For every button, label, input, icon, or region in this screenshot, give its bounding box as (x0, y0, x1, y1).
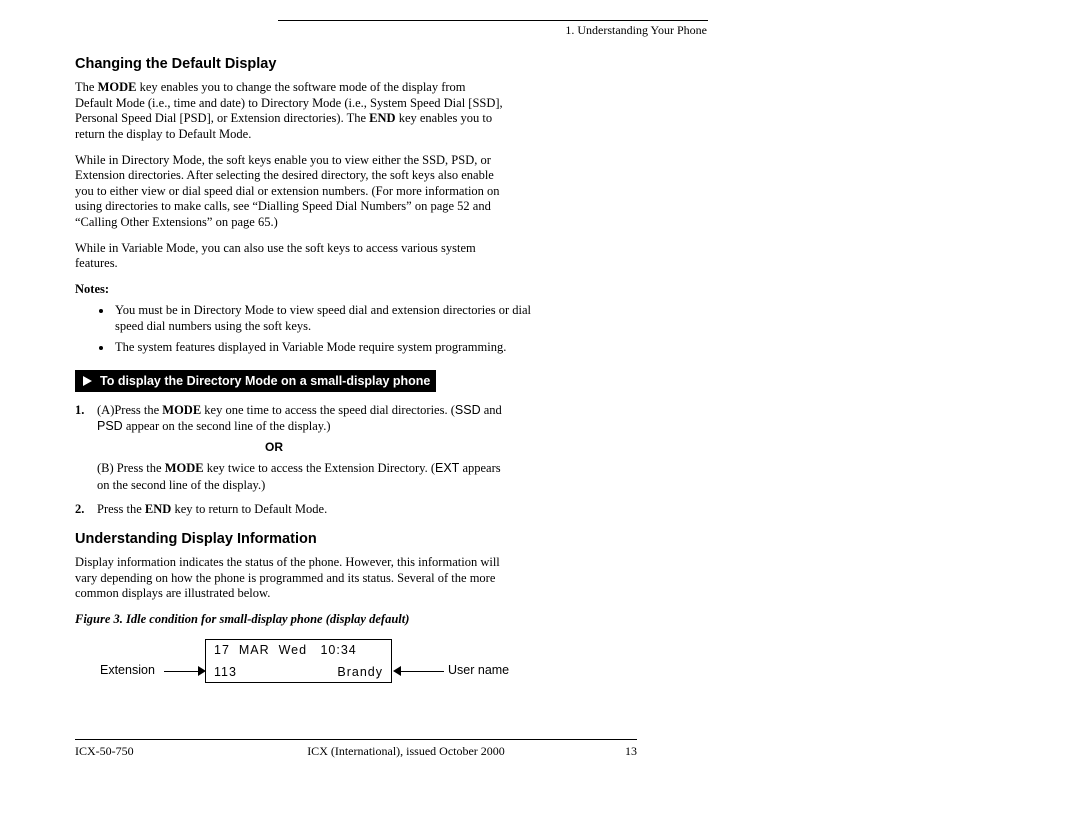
notes-heading: Notes: (75, 282, 1005, 297)
step-2-text: Press the END key to return to Default M… (97, 501, 505, 517)
header-rule (278, 20, 708, 21)
lcd-extension: 113 (214, 665, 237, 679)
s1b: key one time to access the speed dial di… (201, 403, 455, 417)
p1-text-a: The (75, 80, 98, 94)
arrow-right-line (400, 671, 444, 673)
step-2: 2. Press the END key to return to Defaul… (75, 501, 505, 517)
section2-para-1: Display information indicates the status… (75, 555, 505, 602)
numbered-list: 1. (A)Press the MODE key one time to acc… (75, 402, 505, 517)
para-2: While in Directory Mode, the soft keys e… (75, 153, 505, 231)
lcd-box: 17 MAR Wed 10:34 113 Brandy (205, 639, 392, 683)
note-bullet-2: The system features displayed in Variabl… (113, 340, 543, 356)
step-1-text: (A)Press the MODE key one time to access… (97, 402, 505, 435)
arrow-left-line (164, 671, 200, 673)
s1ba: (B) Press the (97, 461, 165, 475)
triangle-right-icon (83, 376, 92, 386)
note-bullet-1: You must be in Directory Mode to view sp… (113, 303, 543, 334)
s1d: appear on the second line of the display… (123, 419, 331, 433)
or-separator: OR (265, 440, 505, 454)
notes-list: You must be in Directory Mode to view sp… (75, 303, 543, 356)
lcd-username: Brandy (337, 665, 383, 679)
s1-ssd: SSD (455, 403, 481, 417)
para-1: The MODE key enables you to change the s… (75, 80, 505, 143)
footer-page-number: 13 (587, 744, 637, 759)
s2a: Press the (97, 502, 145, 516)
s1c: and (481, 403, 502, 417)
footer-rule (75, 739, 637, 740)
s2-end: END (145, 502, 171, 516)
extension-label: Extension (100, 663, 155, 677)
p1-end-key: END (369, 111, 395, 125)
page-footer: ICX-50-750 ICX (International), issued O… (75, 744, 637, 759)
figure-3-caption: Figure 3. Idle condition for small-displ… (75, 612, 1005, 627)
username-label: User name (448, 663, 509, 677)
para-3: While in Variable Mode, you can also use… (75, 241, 505, 272)
p1-mode-key: MODE (98, 80, 137, 94)
s1a: (A)Press the (97, 403, 162, 417)
procedure-bar: To display the Directory Mode on a small… (75, 370, 436, 392)
step-1: 1. (A)Press the MODE key one time to acc… (75, 402, 505, 435)
lcd-row-1: 17 MAR Wed 10:34 (214, 643, 383, 657)
figure-3-display: Extension 17 MAR Wed 10:34 113 Brandy Us… (100, 639, 1005, 699)
step-1-number: 1. (75, 402, 97, 435)
footer-issue: ICX (International), issued October 2000 (225, 744, 587, 759)
header-chapter: 1. Understanding Your Phone (75, 23, 707, 38)
step-1b: (B) Press the MODE key twice to access t… (97, 460, 505, 493)
step-2-number: 2. (75, 501, 97, 517)
footer-doc-number: ICX-50-750 (75, 744, 225, 759)
s1-psd: PSD (97, 419, 123, 433)
s1bb: key twice to access the Extension Direct… (204, 461, 435, 475)
s1b-mode: MODE (165, 461, 204, 475)
procedure-bar-text: To display the Directory Mode on a small… (100, 374, 430, 388)
s1b-ext: EXT (435, 461, 459, 475)
section-heading-1: Changing the Default Display (75, 56, 1005, 72)
section-heading-2: Understanding Display Information (75, 531, 1005, 547)
s1-mode: MODE (162, 403, 201, 417)
s2b: key to return to Default Mode. (171, 502, 327, 516)
